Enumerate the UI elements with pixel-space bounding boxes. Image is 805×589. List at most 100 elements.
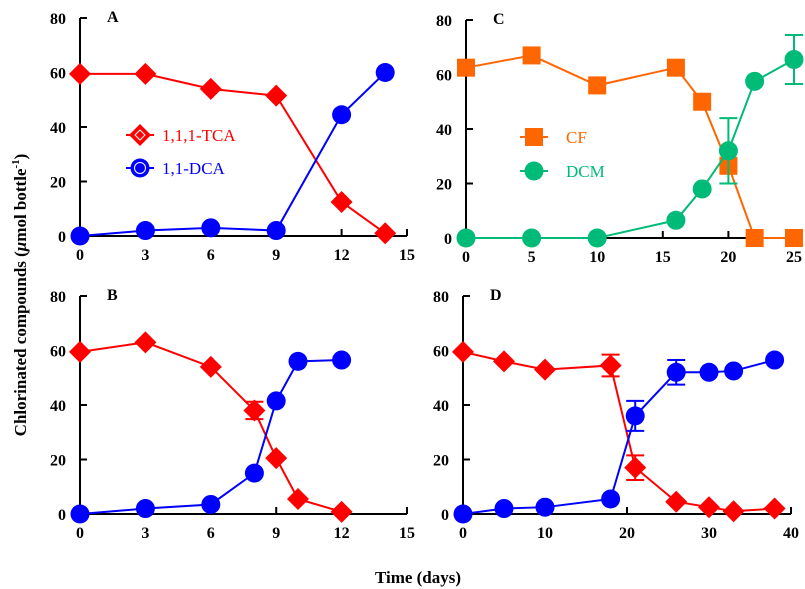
series-cf: [457, 46, 803, 247]
panel-letter: A: [107, 9, 119, 26]
data-point: [599, 354, 622, 377]
x-tick-label: 10: [537, 525, 553, 542]
data-point: [665, 490, 688, 513]
y-tick-label: 80: [50, 289, 66, 306]
data-point: [666, 362, 686, 382]
x-tick-label: 6: [207, 247, 215, 264]
panel-letter: D: [490, 287, 502, 304]
data-point: [666, 58, 685, 77]
legend-marker: [129, 124, 151, 146]
series-1-1-dca: [70, 350, 352, 524]
legend: 1,1,1-TCA 1,1-DCA: [126, 124, 236, 178]
panel-letter: C: [493, 11, 505, 28]
data-point: [535, 497, 555, 517]
data-point: [201, 218, 221, 238]
legend-marker: [130, 158, 150, 178]
series-line: [79, 71, 386, 237]
data-point: [698, 496, 720, 519]
panel-b: 0 20 40 60 80 0 3 6 9 12 15 B: [50, 287, 415, 542]
data-point: [493, 350, 515, 373]
y-tick-label: 20: [433, 453, 449, 470]
data-point: [287, 488, 309, 511]
x-tick-label: 0: [462, 249, 470, 266]
data-point: [374, 222, 397, 245]
series-1-1-dca: [453, 350, 785, 524]
panel-a: 0 20 40 60 80 0 3 6 9 12 15 A 1,1,1-TCA 1,1-DCA: [50, 9, 415, 264]
data-point: [625, 406, 645, 426]
y-axis-title-rest: mol bottle: [11, 168, 30, 242]
y-tick-label: 40: [436, 122, 452, 139]
data-point: [522, 46, 541, 65]
x-tick-label: 40: [783, 525, 799, 542]
data-point: [456, 228, 476, 248]
data-point: [534, 358, 556, 381]
x-tick-label: 12: [334, 247, 350, 264]
data-point: [330, 190, 353, 213]
series-1-1-1-tca: [69, 331, 353, 523]
data-point: [453, 504, 473, 524]
y-tick-label: 60: [50, 344, 66, 361]
data-point: [288, 351, 308, 371]
data-point: [199, 77, 222, 100]
data-point: [243, 399, 266, 422]
y-tick-label: 20: [50, 453, 66, 470]
data-point: [134, 62, 157, 85]
data-point: [699, 362, 719, 382]
y-axis-title-main: Chlorinated compounds (: [11, 251, 30, 436]
legend: CF DCM: [520, 128, 605, 181]
data-point: [266, 221, 286, 241]
y-tick-label: 60: [433, 344, 449, 361]
x-tick-label: 3: [141, 247, 149, 264]
data-point: [135, 499, 155, 519]
y-tick-label: 40: [433, 398, 449, 415]
y-tick-label: 80: [436, 13, 452, 30]
y-tick-label: 0: [441, 507, 449, 524]
x-tick-label: 30: [701, 525, 717, 542]
panel-letter: B: [107, 287, 118, 304]
data-point: [601, 489, 621, 509]
x-tick-label: 12: [334, 525, 350, 542]
x-tick-label: 15: [655, 249, 671, 266]
x-tick-label: 0: [76, 525, 84, 542]
x-tick-label: 9: [272, 525, 280, 542]
data-point: [199, 355, 222, 378]
y-tick-label: 60: [436, 68, 452, 85]
data-point: [785, 229, 803, 247]
x-tick-label: 20: [720, 249, 736, 266]
y-tick-label: 60: [50, 66, 66, 83]
legend-label: 1,1,1-TCA: [162, 126, 236, 145]
series-line: [466, 58, 795, 239]
legend-marker-inner: [134, 162, 146, 174]
y-axis-title-mu: μ: [11, 242, 30, 252]
series-1-1-1-tca: [452, 340, 786, 523]
data-point: [692, 179, 712, 199]
data-point: [69, 340, 91, 363]
data-point: [457, 58, 475, 77]
y-tick-label: 20: [50, 175, 66, 192]
data-point: [587, 228, 607, 248]
legend-marker-inner: [134, 129, 146, 141]
data-point: [265, 447, 288, 470]
x-tick-label: 15: [399, 247, 415, 264]
data-point: [745, 229, 764, 247]
legend-label: DCM: [566, 162, 605, 181]
data-point: [70, 226, 90, 246]
y-tick-label: 40: [50, 120, 66, 137]
data-point: [69, 62, 91, 85]
y-axis-title-sup: -1: [10, 159, 22, 168]
data-point: [624, 456, 647, 479]
data-point: [693, 92, 712, 111]
data-point: [765, 350, 785, 370]
data-point: [330, 500, 353, 523]
x-tick-label: 10: [589, 249, 605, 266]
series-line: [79, 359, 342, 515]
data-point: [332, 105, 352, 125]
x-tick-label: 0: [76, 247, 84, 264]
data-point: [784, 50, 804, 70]
series-line: [465, 54, 794, 239]
data-point: [452, 340, 474, 363]
legend-marker: [524, 161, 544, 181]
x-tick-label: 6: [207, 525, 215, 542]
